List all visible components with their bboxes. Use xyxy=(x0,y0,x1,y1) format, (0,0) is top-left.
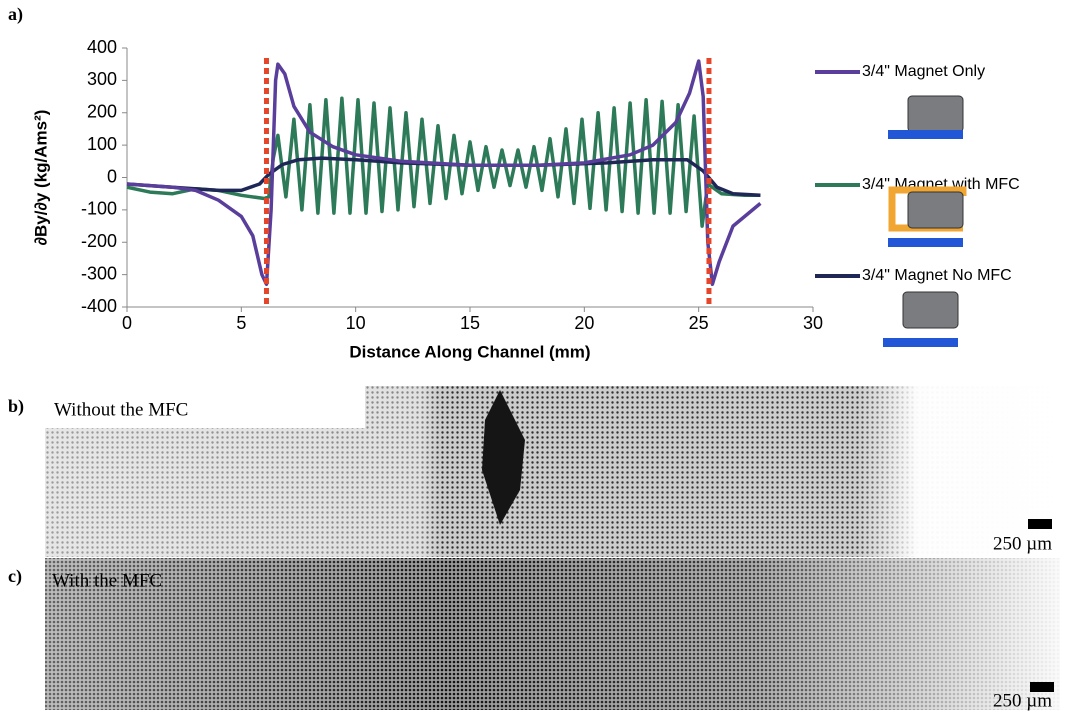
y-tick-label: -100 xyxy=(81,199,117,219)
x-tick-label: 5 xyxy=(236,313,246,333)
legend-label: 3/4" Magnet No MFC xyxy=(862,267,1012,284)
panel-label: b) xyxy=(8,396,24,417)
magnet-no-mfc-icon xyxy=(883,291,959,347)
magnet-mfc-icon xyxy=(888,186,967,247)
x-tick-label: 0 xyxy=(122,313,132,333)
caption: With the MFC xyxy=(52,570,162,591)
series-line xyxy=(126,156,761,198)
x-tick-label: 30 xyxy=(803,313,823,333)
panel-label: a) xyxy=(8,4,23,25)
y-tick-label: -300 xyxy=(81,263,117,283)
x-tick-label: 25 xyxy=(689,313,709,333)
x-tick-label: 10 xyxy=(346,313,366,333)
y-axis-label: ∂By/∂y (kg/Ams²) xyxy=(31,110,50,246)
y-tick-label: 300 xyxy=(87,69,117,89)
plot: -400 -300 -200 -100 0 100 200 300 400 0 5 10 15 20 25 3… xyxy=(31,37,823,362)
series-line xyxy=(126,59,762,287)
panel-label: c) xyxy=(8,566,22,587)
scale-label: 250 µm xyxy=(993,690,1052,711)
scale-label: 250 µm xyxy=(993,533,1052,554)
y-tick-label: 100 xyxy=(87,134,117,154)
y-tick-label: -200 xyxy=(81,231,117,251)
x-tick-label: 20 xyxy=(574,313,594,333)
y-tick-label: 200 xyxy=(87,102,117,122)
x-axis-label: Distance Along Channel (mm) xyxy=(349,342,590,361)
y-tick-label: 0 xyxy=(107,166,117,186)
micrograph-c xyxy=(45,558,1060,710)
x-tick-label: 15 xyxy=(460,313,480,333)
caption: Without the MFC xyxy=(54,399,188,420)
legend-label: 3/4" Magnet Only xyxy=(862,63,985,80)
scale-bar xyxy=(1028,519,1052,529)
y-tick-label: 400 xyxy=(87,37,117,57)
series-line xyxy=(126,96,761,228)
magnet-icon xyxy=(888,95,964,139)
y-tick-label: -400 xyxy=(81,296,117,316)
scale-bar xyxy=(1030,682,1054,692)
micrograph-b xyxy=(45,386,1060,557)
